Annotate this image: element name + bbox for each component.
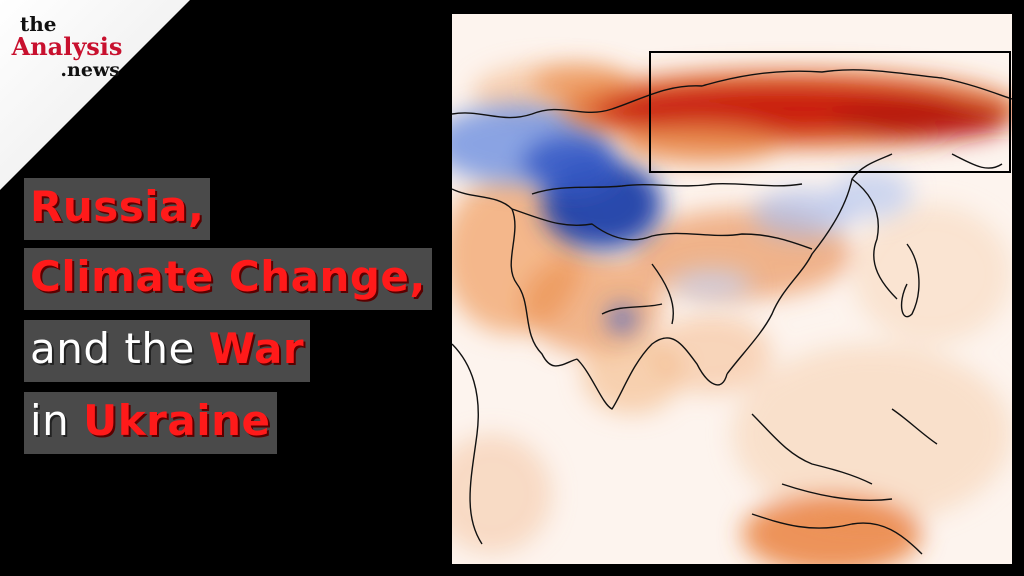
logo-line-the: the (20, 12, 57, 36)
title-ukraine: Ukraine (83, 396, 271, 445)
site-logo[interactable]: the Analysis .news (8, 14, 126, 80)
title-war: War (208, 324, 305, 373)
title-line-4: in Ukraine (24, 392, 277, 454)
map-graphic (452, 14, 1012, 564)
warm-anomaly-siberia (532, 66, 1012, 164)
title-in: in (30, 396, 84, 445)
title-russia: Russia, (30, 182, 205, 231)
siberia-highlight-box (649, 51, 1011, 173)
logo-line-news: .news (60, 59, 120, 81)
title-and-the: and the (30, 324, 209, 373)
logo-corner-triangle (0, 0, 190, 190)
title-climate-change: Climate Change, (30, 252, 426, 301)
coastlines (452, 69, 1012, 555)
title-line-1: Russia, (24, 178, 211, 240)
logo-line-analysis: Analysis (11, 32, 123, 61)
title-line-2: Climate Change, (24, 248, 432, 310)
cold-anomaly (452, 104, 912, 333)
title-line-3: and the War (24, 320, 311, 382)
temperature-anomaly-map (452, 14, 1012, 564)
